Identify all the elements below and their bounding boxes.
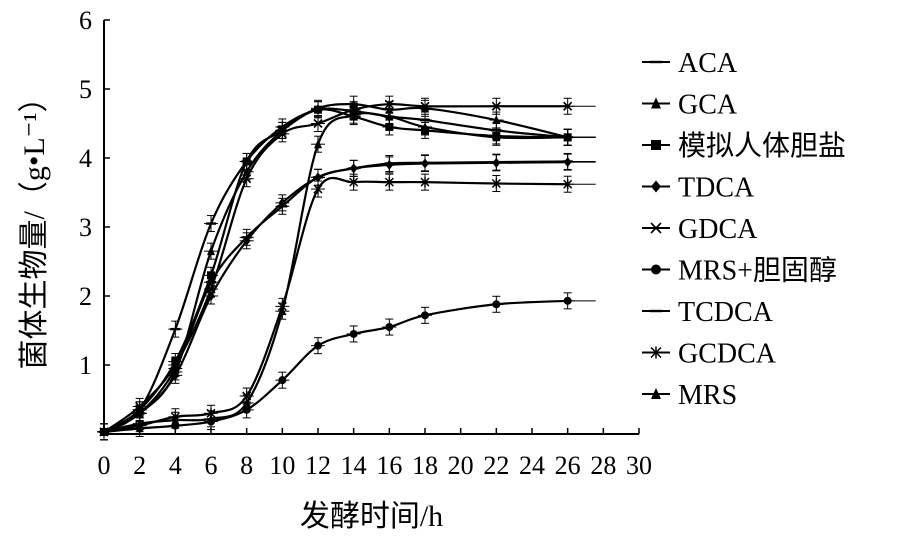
legend-label: GCDCA bbox=[678, 339, 777, 370]
legend-item: GCA bbox=[642, 90, 738, 121]
data-point bbox=[420, 177, 430, 188]
series-3 bbox=[97, 101, 596, 441]
series-7 bbox=[97, 152, 596, 441]
series-line bbox=[103, 161, 568, 433]
data-point bbox=[278, 306, 287, 316]
y-tick-label: 4 bbox=[79, 144, 92, 173]
legend-label: TCDCA bbox=[678, 297, 774, 328]
x-tick-label: 2 bbox=[133, 451, 146, 480]
data-point bbox=[314, 341, 322, 350]
legend-marker bbox=[650, 346, 662, 359]
data-point bbox=[207, 413, 215, 423]
x-tick-label: 16 bbox=[376, 451, 402, 480]
series-line bbox=[103, 102, 568, 433]
axes bbox=[103, 20, 639, 435]
data-point bbox=[385, 111, 394, 121]
data-point bbox=[314, 139, 322, 149]
data-point bbox=[491, 101, 501, 111]
legend-label: MRS+胆固醇 bbox=[678, 255, 837, 287]
data-point bbox=[313, 184, 323, 195]
legend-marker bbox=[651, 140, 661, 150]
legend-item: ACA bbox=[642, 48, 738, 79]
x-tick-label: 8 bbox=[240, 451, 253, 480]
x-tick-label: 28 bbox=[590, 451, 616, 480]
series-line bbox=[103, 103, 568, 433]
data-point bbox=[385, 323, 394, 332]
data-point bbox=[207, 246, 215, 256]
data-point bbox=[349, 329, 358, 338]
legend-item: TCDCA bbox=[642, 297, 774, 328]
x-tick-label: 26 bbox=[555, 451, 581, 480]
series-layer bbox=[97, 95, 596, 441]
data-point bbox=[100, 426, 108, 436]
legend-item: MRS bbox=[642, 380, 737, 411]
y-axis-title: 菌体生物量/（g•L⁻¹） bbox=[18, 83, 51, 370]
data-point bbox=[385, 122, 394, 131]
legend-marker bbox=[650, 222, 662, 234]
data-point bbox=[277, 129, 287, 139]
data-point bbox=[349, 110, 358, 120]
x-tick-label: 10 bbox=[269, 451, 295, 480]
x-axis-title: 发酵时间/h bbox=[300, 500, 443, 533]
data-point bbox=[171, 415, 180, 425]
data-point bbox=[242, 174, 252, 184]
series-line bbox=[103, 107, 568, 433]
legend-label: GCA bbox=[678, 90, 738, 121]
y-tick-label: 3 bbox=[79, 213, 92, 242]
x-tick-label: 30 bbox=[626, 451, 652, 480]
data-point bbox=[421, 121, 429, 131]
series-2 bbox=[97, 95, 596, 441]
x-tick-label: 6 bbox=[205, 451, 218, 480]
series-9 bbox=[97, 106, 596, 441]
data-point bbox=[492, 132, 501, 142]
data-point bbox=[314, 105, 322, 114]
legend-item: GDCA bbox=[642, 214, 758, 245]
data-point bbox=[384, 177, 394, 188]
legend-marker bbox=[651, 388, 661, 399]
y-tick-label: 6 bbox=[79, 6, 92, 35]
legend-item: MRS+胆固醇 bbox=[642, 255, 837, 287]
x-tick-label: 0 bbox=[98, 451, 111, 480]
data-point bbox=[313, 118, 323, 129]
data-point bbox=[242, 397, 251, 407]
data-point bbox=[491, 178, 501, 189]
legend-label: MRS bbox=[678, 380, 737, 411]
legend-label: 模拟人体胆盐 bbox=[678, 130, 846, 162]
data-point bbox=[492, 115, 501, 125]
x-tick-label: 18 bbox=[412, 451, 438, 480]
data-point bbox=[421, 311, 429, 320]
x-tick-label: 22 bbox=[483, 451, 509, 480]
series-4 bbox=[97, 153, 596, 441]
legend-marker bbox=[651, 97, 661, 109]
legend-item: 模拟人体胆盐 bbox=[642, 130, 846, 162]
legend-item: TDCA bbox=[642, 173, 755, 204]
data-point bbox=[135, 418, 144, 428]
series-1 bbox=[97, 101, 596, 441]
x-tick-label: 14 bbox=[341, 451, 367, 480]
legend-marker bbox=[651, 180, 661, 193]
data-point bbox=[349, 177, 359, 188]
series-8 bbox=[97, 173, 596, 441]
legend-label: GDCA bbox=[678, 214, 758, 245]
legend-marker bbox=[651, 264, 661, 275]
series-5 bbox=[97, 95, 596, 441]
legend-label: TDCA bbox=[678, 173, 755, 204]
legend-item: GCDCA bbox=[642, 339, 777, 370]
y-tick-label: 1 bbox=[79, 351, 92, 380]
legend-label: ACA bbox=[678, 48, 738, 79]
x-tick-label: 12 bbox=[305, 451, 331, 480]
y-tick-label: 5 bbox=[79, 75, 92, 104]
data-point bbox=[242, 157, 251, 166]
x-tick-label: 4 bbox=[169, 451, 182, 480]
y-tick-label: 2 bbox=[79, 282, 92, 311]
data-point bbox=[278, 376, 287, 385]
x-tick-label: 20 bbox=[448, 451, 474, 480]
data-point bbox=[384, 99, 394, 109]
data-point bbox=[492, 300, 501, 309]
data-point bbox=[420, 101, 430, 111]
x-tick-label: 24 bbox=[519, 451, 545, 480]
legend: ACA GCA 模拟人体胆盐 TDCA GDCA MRS+胆固醇 TCDCA GCDCA MRS bbox=[642, 48, 846, 411]
